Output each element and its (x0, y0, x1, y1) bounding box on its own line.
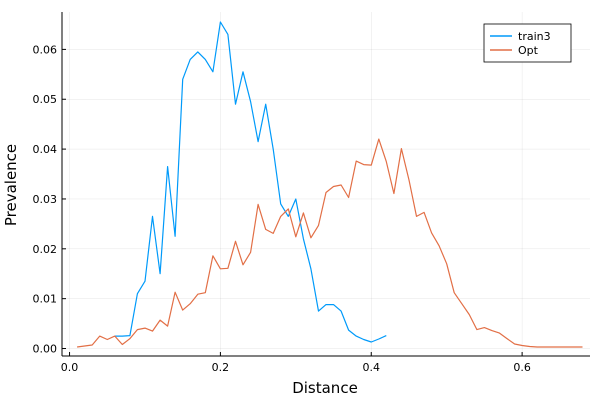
y-tick-label: 0.05 (33, 93, 58, 106)
y-tick-label: 0.03 (33, 193, 58, 206)
x-tick-label: 0.6 (513, 361, 531, 374)
series-group (77, 21, 583, 348)
axes (61, 12, 590, 357)
y-tick-label: 0.00 (33, 343, 58, 356)
series-line-train3 (114, 21, 387, 343)
grid (62, 12, 590, 356)
y-tick-label: 0.02 (33, 243, 58, 256)
y-tick-label: 0.06 (33, 43, 58, 56)
x-tick-label: 0.2 (212, 361, 230, 374)
tick-labels: 0.0 0.2 0.4 0.6 0.00 0.01 0.02 0.03 0.04 0.05 0.06 (33, 43, 531, 374)
x-tick-label: 0.0 (61, 361, 79, 374)
legend-label: train3 (518, 30, 551, 43)
y-tick-label: 0.04 (33, 143, 58, 156)
y-tick-label: 0.01 (33, 293, 58, 306)
series-line-opt (77, 138, 583, 348)
legend-label: Opt (518, 44, 539, 57)
x-axis-label: Distance (292, 379, 358, 397)
legend-box (483, 23, 572, 63)
x-tick-label: 0.4 (363, 361, 381, 374)
y-axis-label: Prevalence (2, 144, 20, 226)
